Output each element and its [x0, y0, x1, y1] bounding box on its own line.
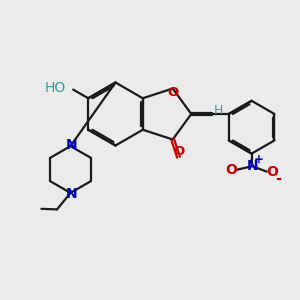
Text: O: O: [168, 85, 179, 99]
Text: +: +: [254, 153, 264, 166]
Text: N: N: [65, 138, 77, 152]
Text: N: N: [65, 188, 77, 201]
Text: O: O: [267, 165, 279, 178]
Text: -: -: [275, 171, 281, 186]
Text: HO: HO: [44, 81, 66, 95]
Text: N: N: [246, 159, 258, 173]
Text: H: H: [214, 104, 224, 117]
Text: O: O: [173, 145, 185, 158]
Text: O: O: [226, 163, 238, 177]
